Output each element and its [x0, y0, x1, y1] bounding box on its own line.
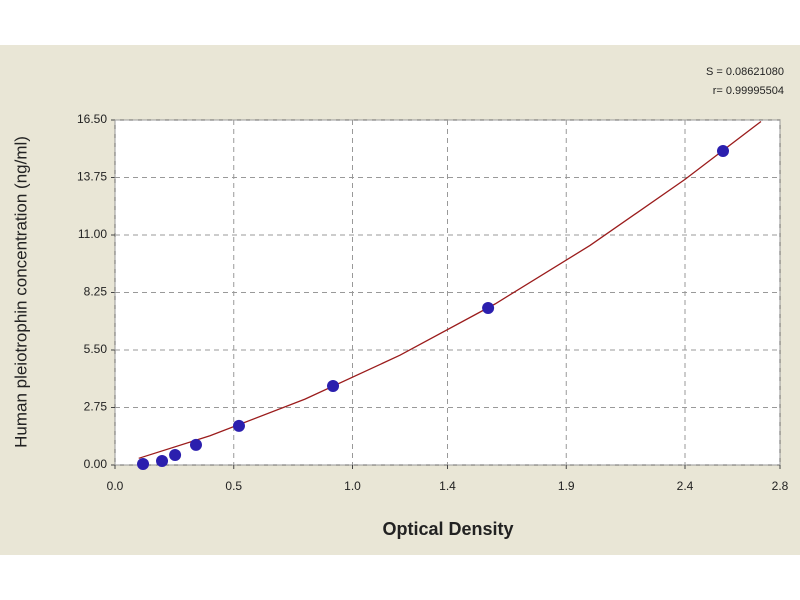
x-tick-label: 0.0 — [107, 479, 124, 493]
x-tick-label: 1.9 — [558, 479, 575, 493]
y-tick-label: 13.75 — [77, 170, 107, 184]
y-tick-label: 5.50 — [84, 342, 108, 356]
data-point — [232, 419, 245, 432]
x-tick-label: 1.0 — [344, 479, 361, 493]
y-tick-label: 16.50 — [77, 112, 107, 126]
y-tick-label: 2.75 — [84, 400, 108, 414]
data-point — [482, 301, 495, 314]
data-point — [137, 457, 150, 470]
data-point — [327, 379, 340, 392]
x-tick-label: 0.5 — [225, 479, 242, 493]
data-point — [717, 144, 729, 157]
x-tick-label: 2.4 — [677, 479, 694, 493]
x-tick-label: 2.8 — [772, 479, 789, 493]
y-tick-label: 8.25 — [84, 285, 108, 299]
y-axis-label: Human pleiotrophin concentration (ng/ml) — [11, 136, 30, 448]
x-axis-label: Optical Density — [382, 519, 513, 539]
fit-curve — [138, 120, 762, 459]
data-point — [169, 448, 182, 461]
y-tick-label: 11.00 — [78, 227, 107, 241]
data-point — [189, 438, 202, 451]
annotation: S = 0.08621080 — [706, 66, 784, 78]
data-point — [156, 455, 169, 468]
annotation: r= 0.99995504 — [713, 85, 784, 97]
x-tick-label: 1.4 — [439, 479, 456, 493]
y-tick-label: 0.00 — [84, 457, 108, 471]
